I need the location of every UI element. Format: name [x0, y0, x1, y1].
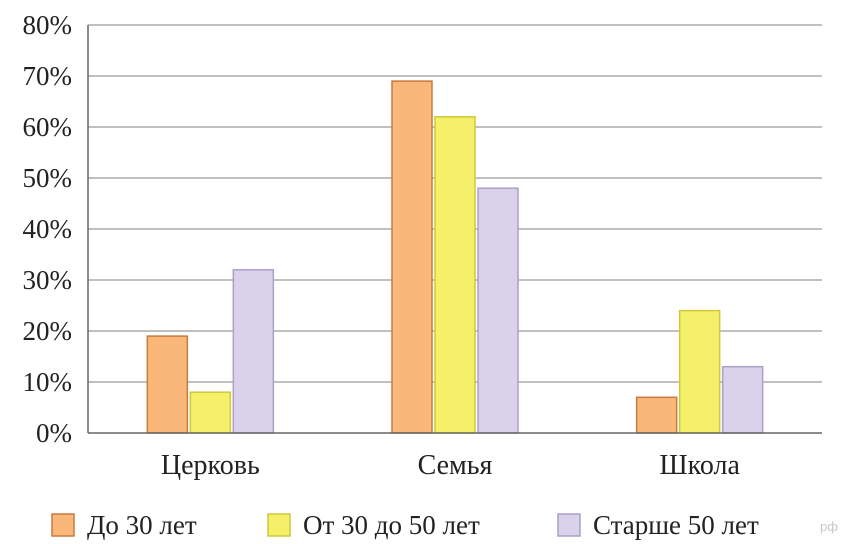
x-category-label: Семья: [418, 450, 493, 481]
y-tick-label: 0%: [36, 418, 72, 448]
bar: [477, 187, 519, 434]
bars: [146, 80, 764, 434]
legend-swatch: [557, 513, 581, 537]
x-category-label: Церковь: [161, 450, 260, 481]
legend-label: До 30 лет: [87, 510, 197, 540]
legend-swatch: [267, 513, 291, 537]
bar: [434, 116, 476, 434]
bar: [232, 269, 275, 434]
y-tick-label: 40%: [23, 214, 73, 244]
x-category-label: Школа: [659, 450, 740, 481]
y-tick-label: 80%: [23, 10, 73, 40]
bar: [678, 309, 721, 434]
bar: [146, 335, 189, 434]
y-axis-tick-labels: 0% 10% 20% 30% 40% 50% 60% 70% 80%: [23, 10, 73, 448]
y-tick-label: 60%: [23, 112, 73, 142]
bar: [635, 396, 678, 434]
x-axis-category-labels: Церковь Семья Школа: [161, 450, 741, 481]
watermark-text: рф: [820, 519, 838, 534]
legend: До 30 лет От 30 до 50 лет Старше 50 лет: [51, 510, 759, 540]
y-tick-label: 10%: [23, 367, 73, 397]
y-tick-label: 70%: [23, 61, 73, 91]
bar: [721, 365, 764, 434]
y-tick-label: 30%: [23, 265, 73, 295]
legend-label: Старше 50 лет: [593, 510, 759, 540]
y-tick-label: 20%: [23, 316, 73, 346]
y-tick-label: 50%: [23, 163, 73, 193]
legend-swatch: [51, 513, 75, 537]
bar: [189, 391, 232, 434]
legend-label: От 30 до 50 лет: [303, 510, 480, 540]
bar: [391, 80, 433, 434]
